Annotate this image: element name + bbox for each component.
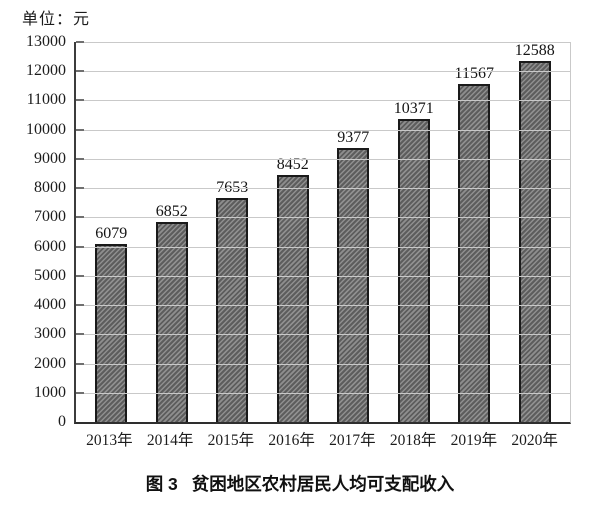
y-tick-mark (76, 157, 84, 160)
y-tick-mark (76, 128, 84, 131)
bar (397, 118, 430, 422)
gridline (76, 129, 570, 131)
y-tick-label: 1000 (34, 383, 66, 401)
bar (276, 174, 309, 422)
bar-value-label: 6852 (155, 202, 188, 220)
x-axis-labels: 2013年 2014年 2015年 2016年 2017年 2018年 2019年 2020年 (74, 428, 570, 450)
y-tick-label: 7000 (34, 208, 66, 226)
gridline (76, 100, 570, 102)
y-tick-label: 2000 (34, 354, 66, 372)
bar-value-label: 7653 (216, 179, 249, 197)
bar-value-label: 12588 (514, 42, 555, 59)
bar (337, 147, 370, 422)
y-tick-label: 0 (58, 413, 66, 430)
bar (155, 221, 188, 422)
bar-slot: 9377 (323, 42, 384, 422)
gridline (76, 275, 570, 277)
x-tick-label: 2018年 (389, 432, 437, 449)
bar (518, 61, 551, 422)
bar-slot: 8452 (263, 42, 324, 422)
y-tick-mark (76, 41, 84, 43)
y-tick-mark (76, 70, 84, 73)
gridline (76, 217, 570, 219)
gridline (76, 188, 570, 190)
gridline (76, 392, 570, 394)
x-tick-label: 2014年 (146, 432, 194, 449)
x-tick-label: 2013年 (86, 432, 133, 449)
y-tick-label: 8000 (34, 179, 66, 197)
y-tick-label: 10000 (26, 120, 66, 138)
y-tick-mark (76, 304, 84, 307)
bar-value-label: 10371 (393, 99, 434, 117)
y-tick-label: 13000 (26, 33, 66, 50)
gridline (76, 158, 570, 160)
y-tick-mark (76, 245, 84, 248)
bar (95, 244, 128, 422)
figure-title: 贫困地区农村居民人均可支配收入 (191, 474, 455, 494)
bar-slot: 6852 (142, 42, 203, 422)
y-tick-mark (76, 274, 84, 277)
y-tick-mark (76, 216, 84, 219)
gridline (76, 71, 570, 73)
y-tick-mark (76, 187, 84, 190)
y-tick-label: 4000 (34, 296, 66, 314)
bar-value-label: 9377 (337, 128, 370, 146)
y-tick-label: 6000 (34, 237, 66, 255)
gridline (76, 246, 570, 248)
y-tick-mark (76, 391, 84, 394)
y-tick-label: 5000 (34, 266, 66, 284)
y-tick-label: 9000 (34, 149, 66, 167)
bar-value-label: 8452 (276, 155, 309, 173)
y-tick-label: 11000 (26, 91, 66, 109)
gridline (76, 334, 570, 336)
x-tick-label: 2016年 (268, 432, 315, 449)
bar (458, 83, 491, 422)
y-tick-mark (76, 333, 84, 336)
x-tick-label: 2019年 (450, 432, 498, 449)
bar-slot: 7653 (202, 42, 263, 422)
y-tick-label: 12000 (26, 62, 66, 80)
bar (216, 198, 249, 422)
y-tick-mark (76, 362, 84, 365)
gridline (76, 42, 570, 43)
x-tick-label: 2020年 (511, 432, 558, 449)
x-tick-label: 2017年 (329, 432, 376, 449)
plot-area: 6079 6852 7653 8452 9377 10371 11567 12588 0 100… (26, 33, 571, 430)
gridline (76, 363, 570, 365)
y-tick-label: 3000 (34, 325, 66, 343)
x-tick-label: 2015年 (207, 432, 255, 449)
figure-number: 图 3 (145, 474, 178, 494)
bar-slot: 6079 (81, 42, 142, 422)
bar-slot: 12588 (505, 42, 566, 422)
bar-slot: 11567 (444, 42, 505, 422)
bar-value-label: 11567 (454, 64, 494, 82)
bars-container: 6079 6852 7653 8452 9377 10371 11567 12588 (76, 42, 570, 422)
gridline (76, 305, 570, 307)
unit-label: 单位：元 (22, 11, 91, 28)
figure-caption: 图 3 贫困地区农村居民人均可支配收入 (0, 471, 600, 496)
y-tick-mark (76, 99, 84, 102)
bar-slot: 10371 (384, 42, 445, 422)
bar-value-label: 6079 (95, 225, 128, 243)
